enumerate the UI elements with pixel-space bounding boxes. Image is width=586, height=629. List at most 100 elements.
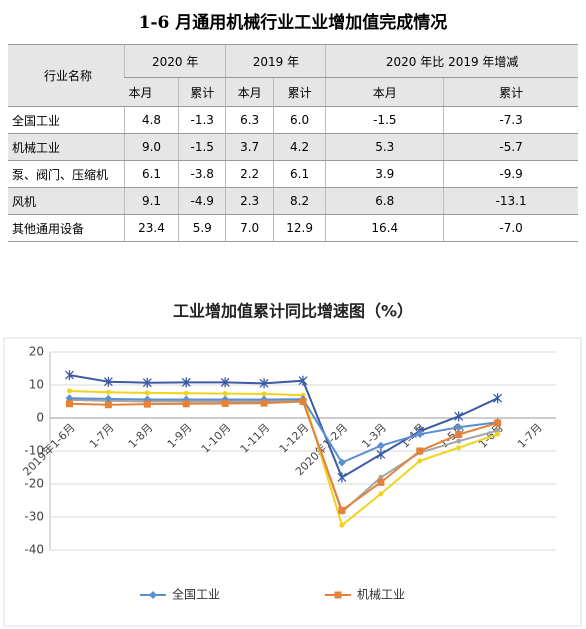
x-tick-label: 1-3月: [359, 421, 389, 451]
series-line: [69, 398, 498, 514]
header-cell: 累计: [443, 77, 578, 107]
series-line: [69, 400, 498, 512]
table-cell: -9.9: [443, 160, 578, 188]
marker: [495, 428, 501, 434]
table-cell: -5.7: [443, 133, 578, 161]
marker: [221, 395, 230, 404]
header-cell: 2020 年比 2019 年增减: [325, 44, 578, 78]
series-line: [69, 397, 498, 464]
table-cell: -7.3: [443, 106, 578, 134]
marker: [339, 522, 345, 528]
table-cell: 8.2: [272, 187, 326, 215]
table-cell: 6.3: [225, 106, 274, 134]
marker: [183, 390, 189, 396]
marker: [454, 411, 464, 422]
marker: [65, 400, 73, 408]
table-cell: 12.9: [272, 214, 326, 242]
marker: [259, 378, 269, 389]
header-cell: 2019 年: [225, 44, 326, 78]
legend-label: 全国工业: [172, 587, 220, 602]
marker: [376, 449, 386, 460]
table-cell: 4.8: [123, 106, 179, 134]
marker: [377, 478, 385, 486]
table-row: 行业名称 2020 年 2019 年 2020 年比 2019 年增减: [8, 44, 578, 107]
header-cell: 行业名称: [8, 44, 125, 107]
table-cell: -3.8: [178, 160, 226, 188]
table-cell: 2.3: [225, 187, 274, 215]
table-cell: 9.0: [123, 133, 179, 161]
table-cell: 全国工业: [8, 106, 125, 134]
marker: [456, 445, 462, 451]
marker: [415, 430, 424, 439]
table-cell: 5.3: [325, 133, 444, 161]
marker: [456, 438, 462, 444]
y-tick-label: -40: [24, 543, 44, 557]
y-tick-label: 0: [36, 411, 44, 425]
marker: [65, 394, 74, 403]
marker: [260, 395, 269, 404]
y-tick-label: 20: [29, 345, 44, 359]
x-tick-label: 1-7月: [87, 421, 117, 451]
table-title: 1-6 月通用机械行业工业增加值完成情况: [138, 13, 448, 33]
marker: [299, 398, 307, 405]
marker: [221, 399, 229, 407]
marker: [149, 591, 157, 599]
chart: 工业增加值累计同比增速图（%） -40-30-20-10010202019年1-…: [3, 302, 582, 627]
table-cell: -13.1: [443, 187, 578, 215]
table-cell: 9.1: [123, 187, 179, 215]
table-cell: -4.9: [178, 187, 226, 215]
table-cell: 机械工业: [8, 133, 125, 161]
marker: [65, 370, 74, 381]
marker: [103, 376, 113, 387]
table-row: 其他通用设备 23.4 5.9 7.0 12.9 16.4 -7.0: [8, 214, 578, 242]
y-tick-label: -30: [24, 510, 44, 524]
table-row: 泵、阀门、压缩机 6.1 -3.8 2.2 6.1 3.9 -9.9: [8, 160, 578, 188]
marker: [338, 506, 346, 514]
table-cell: 风机: [8, 187, 125, 215]
marker: [378, 491, 384, 497]
table-cell: 其他通用设备: [8, 214, 125, 242]
marker: [495, 431, 501, 437]
marker: [337, 472, 347, 483]
table-cell: 4.2: [272, 133, 326, 161]
marker: [104, 394, 113, 403]
table-cell: 3.7: [225, 133, 274, 161]
marker: [182, 395, 191, 404]
marker: [181, 377, 191, 388]
table-cell: 23.4: [123, 214, 179, 242]
series-line: [69, 374, 499, 479]
marker: [454, 423, 463, 432]
marker: [104, 401, 112, 409]
marker: [105, 389, 111, 395]
marker: [260, 399, 268, 407]
y-tick-label: -10: [24, 444, 44, 458]
marker: [416, 447, 424, 455]
table-cell: 5.9: [178, 214, 226, 242]
header-cell: 本月: [225, 77, 274, 107]
marker: [261, 391, 267, 397]
header-cell: 累计: [272, 77, 326, 107]
table-cell: -1.3: [178, 106, 226, 134]
x-tick-label: 1-8月: [126, 421, 156, 451]
marker: [334, 591, 342, 599]
y-tick-label: -20: [24, 477, 44, 491]
marker: [337, 458, 346, 467]
series-line: [69, 389, 498, 527]
header-cell: 累计: [178, 77, 226, 107]
table-row: 机械工业 9.0 -1.5 3.7 4.2 5.3 -5.7: [8, 133, 578, 161]
data-table: 行业名称 2020 年 2019 年 2020 年比 2019 年增减 本月 累计 本月 累计…: [8, 44, 578, 242]
table-cell: 2.2: [225, 160, 274, 188]
marker: [417, 458, 423, 464]
marker: [455, 431, 463, 438]
marker: [376, 441, 385, 450]
marker: [494, 419, 502, 427]
x-tick-label: 1-11月: [238, 421, 273, 456]
table-cell: 6.8: [325, 187, 444, 215]
table-row: 风机 9.1 -4.9 2.3 8.2 6.8 -13.1: [8, 187, 578, 215]
chart-title: 工业增加值累计同比增速图（%）: [173, 302, 413, 321]
table-cell: 6.0: [272, 106, 326, 134]
x-tick-label: 1-12月: [277, 421, 312, 456]
header-cell: 本月: [124, 77, 179, 107]
table-cell: 泵、阀门、压缩机: [8, 160, 125, 188]
